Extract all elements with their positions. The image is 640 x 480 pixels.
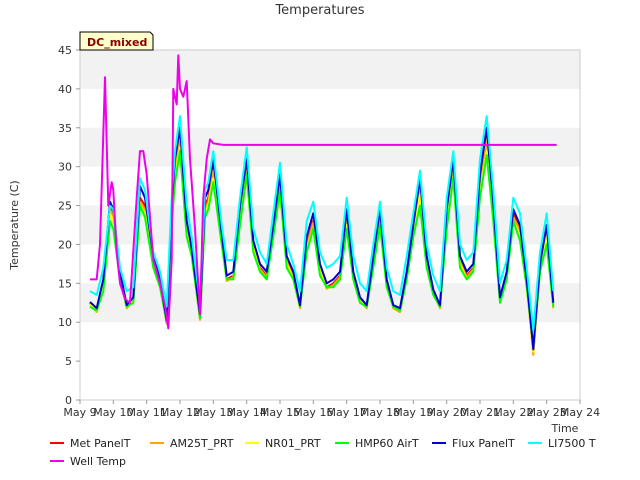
x-tick-label: May 13 <box>193 406 233 419</box>
x-tick-label: May 10 <box>93 406 133 419</box>
plot-frame <box>79 49 581 401</box>
badge-label: DC_mixed <box>87 36 147 49</box>
series-group <box>89 54 557 356</box>
y-tick-label: 25 <box>58 200 72 213</box>
x-tick-label: May 19 <box>393 406 433 419</box>
y-tick-label: 20 <box>58 238 72 251</box>
y-tick-label: 0 <box>65 394 72 407</box>
legend: Met PanelT AM25T_PRT NR01_PRT HMP60 AirT Flu… <box>50 437 596 468</box>
legend-label-hmp60-airt: HMP60 AirT <box>355 437 419 450</box>
grid-band <box>80 50 580 89</box>
grid-band <box>80 127 580 167</box>
y-tick-label: 10 <box>58 316 72 329</box>
legend-label-am25t-prt: AM25T_PRT <box>170 437 234 450</box>
x-tick-label: May 14 <box>227 406 267 419</box>
x-tick-label: May 24 <box>560 406 600 419</box>
x-tick-label: May 21 <box>460 406 500 419</box>
y-tick-label: 15 <box>58 277 72 290</box>
x-tick-label: May 18 <box>360 406 400 419</box>
x-tick-label: May 12 <box>160 406 200 419</box>
y-axis: 0 5 10 15 20 25 30 35 40 45 <box>58 44 80 407</box>
y-tick-label: 5 <box>65 355 72 368</box>
grid-band <box>80 283 580 323</box>
legend-label-nr01-prt: NR01_PRT <box>265 437 321 450</box>
legend-label-well-temp: Well Temp <box>70 455 126 468</box>
y-tick-label: 30 <box>58 161 72 174</box>
chart-title: Temperatures <box>274 3 364 18</box>
legend-label-met-panelt: Met PanelT <box>70 437 131 450</box>
grid-bands <box>80 50 580 323</box>
x-tick-label: May 23 <box>527 406 567 419</box>
y-tick-label: 40 <box>58 83 72 96</box>
series-line-well-temp <box>90 54 557 330</box>
x-tick-label: May 16 <box>293 406 333 419</box>
x-tick-label: May 9 <box>63 406 96 419</box>
x-tick-label: May 22 <box>493 406 533 419</box>
legend-label-li7500-t: LI7500 T <box>548 437 596 450</box>
badge-box <box>79 31 154 51</box>
x-tick-label: May 15 <box>260 406 300 419</box>
y-axis-label: Temperature (C) <box>8 180 21 270</box>
x-tick-label: May 11 <box>127 406 167 419</box>
dc-mixed-badge: DC_mixed <box>79 31 154 51</box>
y-tick-label: 45 <box>58 44 72 57</box>
x-tick-label: May 20 <box>427 406 467 419</box>
x-tick-label: May 17 <box>327 406 367 419</box>
grid-band <box>80 205 580 245</box>
y-tick-label: 35 <box>58 122 72 135</box>
legend-label-flux-panelt: Flux PanelT <box>452 437 515 450</box>
series-line-li7500-t <box>89 115 555 331</box>
x-axis-label: Time <box>551 422 579 435</box>
